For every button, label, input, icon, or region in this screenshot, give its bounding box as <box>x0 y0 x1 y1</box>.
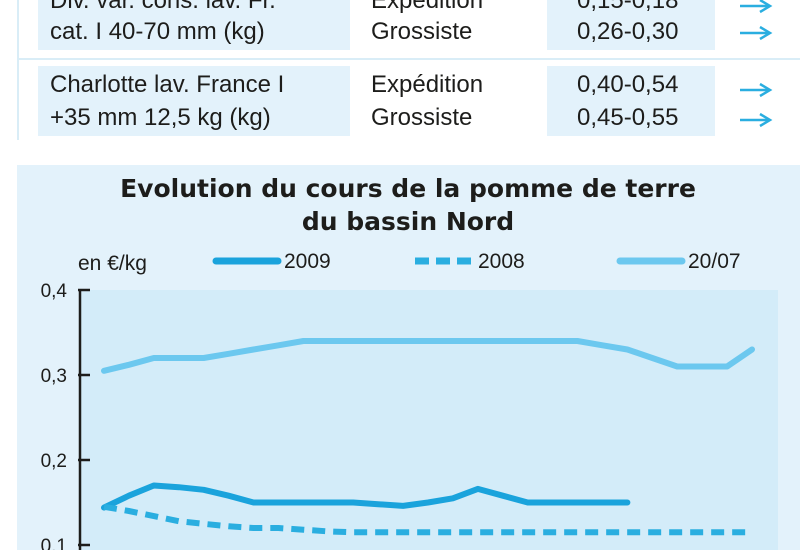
chart-title: Evolution du cours de la pomme de terre … <box>0 172 800 238</box>
price-range: 0,15-0,18 <box>577 0 679 14</box>
product-name-line: +35 mm 12,5 kg (kg) <box>50 104 271 131</box>
price-cell-bg <box>547 66 715 136</box>
series-line-20-07 <box>101 338 755 374</box>
market-stage: Expédition <box>371 0 484 14</box>
price-range: 0,26-0,30 <box>577 18 679 45</box>
chart-title-line: Evolution du cours de la pomme de terre <box>120 174 696 203</box>
y-axis-label: en €/kg <box>78 252 147 275</box>
row-divider <box>19 58 800 60</box>
product-cell-bg <box>38 66 350 136</box>
price-range: 0,40-0,54 <box>577 71 679 98</box>
product-name-line: Div. var. cons. lav. Fr. <box>50 0 276 14</box>
series-line-2008 <box>103 503 752 536</box>
y-axis-ticks: 0,1 0,2 0,3 0,4 <box>41 281 90 550</box>
y-tick-label: 0,4 <box>41 281 68 302</box>
price-range: 0,45-0,55 <box>577 104 679 131</box>
plot-area <box>80 290 778 550</box>
y-tick-label: 0,2 <box>41 451 67 472</box>
market-stage: Grossiste <box>371 104 473 131</box>
price-table: Div. var. cons. lav. Fr. cat. I 40-70 mm… <box>0 0 800 140</box>
arrow-right-icon <box>740 0 773 14</box>
product-name-line: Charlotte lav. France I <box>50 71 285 98</box>
product-cell-bg <box>38 0 350 50</box>
legend-label: 2008 <box>478 250 525 273</box>
market-stage: Expédition <box>371 71 484 98</box>
price-cell-bg <box>547 0 715 50</box>
y-tick-label: 0,3 <box>41 366 67 387</box>
legend-label: 20/07 <box>688 250 741 273</box>
market-stage: Grossiste <box>371 18 473 45</box>
series-line-2009 <box>101 482 631 511</box>
y-tick-label: 0,1 <box>41 536 67 550</box>
chart-legend: 2009 2008 20/07 <box>212 250 741 273</box>
chart-series <box>101 338 755 536</box>
legend-label: 2009 <box>284 250 331 273</box>
arrow-right-icon <box>740 112 773 128</box>
table-left-rule <box>17 0 19 140</box>
chart-title-line: du bassin Nord <box>301 207 515 236</box>
arrow-right-icon <box>740 25 773 41</box>
arrow-right-icon <box>740 82 773 98</box>
product-name-line: cat. I 40-70 mm (kg) <box>50 18 265 45</box>
